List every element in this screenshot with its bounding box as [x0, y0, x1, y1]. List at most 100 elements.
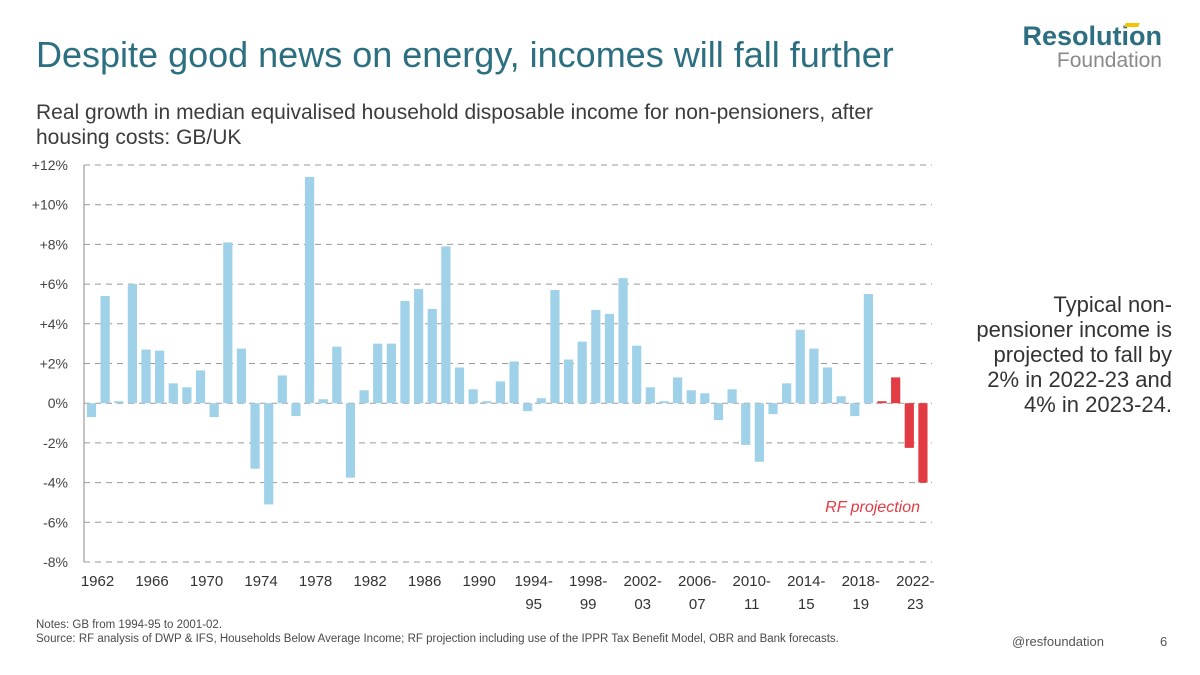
resolution-foundation-logo: Resolution Foundation: [1023, 22, 1163, 72]
x-tick-label-line2: 95: [525, 596, 542, 613]
bar: [277, 375, 287, 404]
bar: [645, 387, 655, 404]
y-tick-label: +6%: [40, 276, 68, 292]
bar: [863, 294, 874, 404]
bar: [768, 403, 778, 415]
footer-notes: Notes: GB from 1994-95 to 2001-02. Sourc…: [36, 619, 839, 646]
bar: [304, 176, 315, 404]
bar: [536, 398, 546, 404]
x-tick-label: 1986: [408, 573, 441, 590]
x-tick-label-line2: 19: [852, 596, 869, 613]
bar: [195, 370, 206, 404]
bar: [86, 403, 97, 418]
bar: [359, 390, 369, 404]
bar: [904, 403, 914, 448]
bar: [236, 348, 247, 404]
bar: [427, 308, 437, 404]
y-axis-tick-labels: +12% +10% +8% +6% +4% +2% 0% -2% -4% -6% -8%: [32, 157, 68, 570]
income-growth-bar-chart: +12%+10%+8%+6%+4%+2%0%-2%-4%-6%-8% 1962 1…: [32, 157, 935, 613]
bar: [127, 284, 137, 404]
y-tick-label: -2%: [43, 435, 68, 451]
x-tick-label-line2: 07: [689, 596, 706, 613]
bar: [618, 278, 628, 404]
bar: [100, 296, 110, 404]
bar: [727, 389, 737, 404]
page-title: Despite good news on energy, incomes wil…: [36, 34, 894, 75]
bar: [209, 403, 219, 418]
bar: [345, 403, 356, 478]
x-tick-label-line2: 99: [580, 596, 597, 613]
page-number: 6: [1160, 634, 1168, 649]
x-tick-label: 1990: [462, 573, 495, 590]
logo-accent-mark: [1124, 23, 1140, 27]
bar: [795, 329, 805, 404]
rf-projection-label: RF projection: [825, 499, 920, 516]
bar: [591, 309, 601, 404]
x-tick-label: 2010-: [733, 573, 771, 590]
bars: [86, 176, 928, 505]
bar: [168, 383, 178, 404]
x-tick-label-line2: 23: [907, 596, 924, 613]
bar: [877, 401, 887, 404]
x-tick-label: 1978: [299, 573, 332, 590]
bar: [523, 403, 533, 412]
x-tick-label: 1962: [81, 573, 114, 590]
x-tick-label: 2002-: [624, 573, 662, 590]
bar: [441, 246, 451, 404]
y-tick-label: -6%: [43, 514, 68, 530]
x-tick-label: 1982: [353, 573, 386, 590]
bar: [659, 401, 669, 404]
bar: [563, 359, 574, 404]
bar: [672, 377, 683, 404]
bar: [495, 381, 505, 404]
notes-text: Notes: GB from 1994-95 to 2001-02.: [36, 619, 223, 631]
y-tick-label: +4%: [40, 316, 68, 332]
x-tick-label: 2018-: [842, 573, 880, 590]
x-tick-label-line2: 03: [634, 596, 651, 613]
bar: [550, 290, 560, 404]
bar: [686, 390, 696, 404]
bar: [332, 346, 342, 404]
x-tick-label: 2014-: [787, 573, 825, 590]
bar: [850, 403, 860, 417]
x-tick-label: 1994-: [514, 573, 552, 590]
y-tick-label: +10%: [32, 197, 68, 213]
bar: [632, 345, 642, 404]
bar: [414, 289, 424, 404]
bar: [782, 383, 792, 404]
bar: [741, 403, 751, 445]
bar: [141, 349, 151, 404]
source-text: Source: RF analysis of DWP & IFS, Househ…: [36, 632, 839, 645]
bar: [836, 396, 846, 404]
bar: [386, 343, 396, 404]
y-tick-label: +2%: [40, 356, 68, 372]
bar: [250, 403, 260, 469]
bar: [182, 387, 192, 404]
bar: [822, 367, 833, 404]
x-tick-label: 2006-: [678, 573, 716, 590]
bar: [264, 403, 274, 505]
bar: [482, 401, 492, 404]
x-tick-label: 1970: [190, 573, 223, 590]
bar: [318, 399, 328, 404]
x-axis-tick-labels: 1962 1966 1970 1974 1978 1982 1986 1990 1994- 95 1…: [81, 573, 935, 613]
bar: [509, 361, 519, 404]
y-tick-label: -4%: [43, 475, 68, 491]
y-tick-label: +12%: [32, 157, 68, 173]
bar: [918, 403, 928, 483]
bar: [713, 403, 724, 421]
x-tick-label: 2022-: [896, 573, 934, 590]
logo-line2: Foundation: [1056, 49, 1162, 72]
bar: [291, 403, 301, 417]
logo-line1: Resolution: [1022, 21, 1163, 51]
x-tick-label: 1998-: [569, 573, 607, 590]
bar: [754, 403, 764, 462]
y-tick-label: +8%: [40, 236, 68, 252]
x-tick-label: 1974: [244, 573, 277, 590]
bar: [400, 300, 410, 404]
bar: [454, 367, 465, 404]
twitter-handle: @resfoundation: [1012, 634, 1104, 649]
bar: [223, 242, 233, 404]
x-tick-label-line2: 11: [744, 596, 760, 613]
bar: [468, 389, 478, 404]
